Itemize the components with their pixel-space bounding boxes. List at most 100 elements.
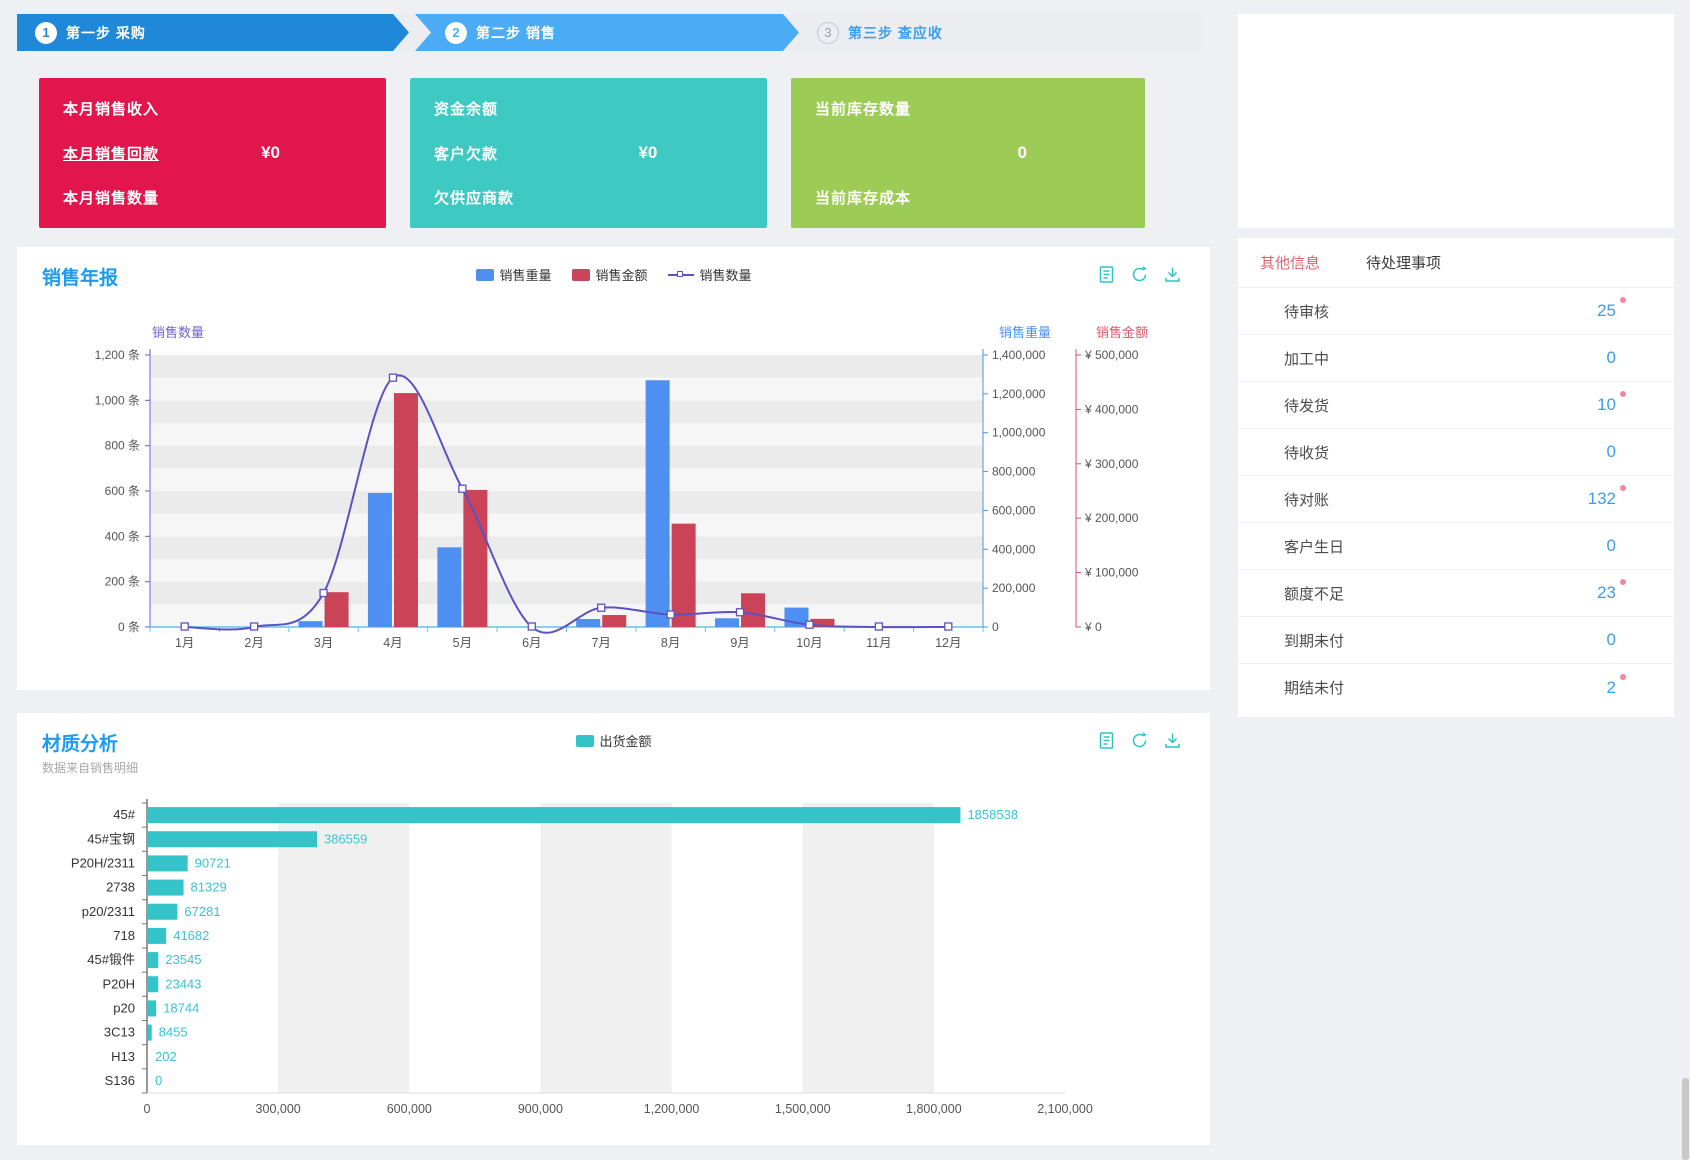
annual-report-card: 销售年报 销售重量 销售金额 销售数量 销售数量 销售重量 销售金额 0 条 200 条… <box>17 247 1210 690</box>
amount-bar-8月[interactable] <box>671 523 696 627</box>
weight-bar-3月[interactable] <box>298 621 323 627</box>
alert-dot <box>1620 297 1626 303</box>
panel-row-0[interactable]: 待审核 25 <box>1238 288 1674 335</box>
report-icon[interactable] <box>1097 731 1116 750</box>
count-marker-6月[interactable] <box>527 622 536 631</box>
material-analysis-title: 材质分析 <box>42 734 119 755</box>
weight-bar-4月[interactable] <box>367 492 392 627</box>
count-marker-2月[interactable] <box>249 622 259 631</box>
funds-card[interactable]: 资金余额 客户欠款 欠供应商款 ¥0 <box>410 78 767 228</box>
panel-row-5[interactable]: 客户生日 0 <box>1238 523 1674 570</box>
legend-item-shipment[interactable]: 出货金额 <box>575 731 652 750</box>
amount-bar-3月[interactable] <box>324 592 349 627</box>
panel-row-1[interactable]: 加工中 0 <box>1238 335 1674 382</box>
vertical-scrollbar-thumb[interactable] <box>1682 1078 1689 1160</box>
weight-bar-7月[interactable] <box>576 619 601 627</box>
step-2-label: 第二步 销售 <box>476 24 556 41</box>
tab-other-info[interactable]: 其他信息 <box>1260 255 1321 272</box>
svg-text:7月: 7月 <box>591 636 610 650</box>
svg-text:¥ 100,000: ¥ 100,000 <box>1084 566 1139 580</box>
svg-text:¥ 300,000: ¥ 300,000 <box>1084 457 1139 471</box>
count-marker-1月[interactable] <box>180 622 189 631</box>
amount-bar-7月[interactable] <box>602 615 627 627</box>
count-marker-11月[interactable] <box>874 622 884 631</box>
annual-legend: 销售重量 销售金额 销售数量 <box>475 265 752 284</box>
amount-bar-10月[interactable] <box>810 618 835 627</box>
shipment-bar-P20H/2311[interactable] <box>148 855 188 872</box>
inventory-cost-label: 当前库存成本 <box>815 190 912 207</box>
shipment-bar-45#[interactable] <box>148 807 961 824</box>
shipment-bar-718[interactable] <box>148 927 167 944</box>
report-icon[interactable] <box>1097 265 1116 284</box>
svg-text:2月: 2月 <box>244 636 263 650</box>
refresh-icon[interactable] <box>1130 731 1149 750</box>
step-1-label: 第一步 采购 <box>66 24 146 41</box>
panel-row-count: 0 <box>1606 630 1616 649</box>
svg-text:¥ 0: ¥ 0 <box>1084 620 1102 634</box>
count-marker-10月[interactable] <box>805 620 814 629</box>
panel-row-label: 待收货 <box>1284 444 1330 462</box>
legend-item-amount[interactable]: 销售金额 <box>571 265 648 284</box>
legend-item-weight[interactable]: 销售重量 <box>475 265 551 284</box>
panel-row-6[interactable]: 额度不足 23 <box>1238 570 1674 617</box>
svg-text:1858538: 1858538 <box>967 807 1018 822</box>
shipment-bar-2738[interactable] <box>148 879 184 896</box>
step-1-purchase[interactable]: 1 第一步 采购 <box>17 14 409 51</box>
inventory-card[interactable]: 当前库存数量 当前库存成本 0 <box>791 78 1145 228</box>
svg-text:1月: 1月 <box>175 636 194 650</box>
shipment-bar-45#宝钢[interactable] <box>148 831 317 848</box>
svg-text:600,000: 600,000 <box>387 1102 432 1116</box>
svg-text:销售数量: 销售数量 <box>152 325 204 340</box>
download-icon[interactable] <box>1163 731 1182 750</box>
panel-row-3[interactable]: 待收货 0 <box>1238 429 1674 476</box>
svg-text:¥ 400,000: ¥ 400,000 <box>1084 402 1139 416</box>
shipment-bar-P20H[interactable] <box>148 976 159 993</box>
monthly-sales-card[interactable]: 本月销售收入 本月销售回款 本月销售数量 ¥0 <box>39 78 386 228</box>
amount-bar-9月[interactable] <box>741 593 766 627</box>
shipment-bar-p20/2311[interactable] <box>148 903 178 920</box>
inventory-quantity-label: 当前库存数量 <box>815 101 912 118</box>
svg-text:2,100,000: 2,100,000 <box>1037 1102 1093 1116</box>
step-2-sales[interactable]: 2 第二步 销售 <box>415 14 799 51</box>
svg-text:0 条: 0 条 <box>118 620 140 634</box>
svg-text:1,800,000: 1,800,000 <box>906 1102 962 1116</box>
weight-bar-9月[interactable] <box>715 618 740 627</box>
amount-bar-4月[interactable] <box>393 393 418 627</box>
svg-text:1,500,000: 1,500,000 <box>775 1102 831 1116</box>
sales-quantity-label: 本月销售数量 <box>63 190 160 207</box>
step-3-receivables[interactable]: 3 第三步 查应收 <box>817 14 943 51</box>
count-marker-5月[interactable] <box>458 484 467 493</box>
count-marker-9月[interactable] <box>735 608 745 617</box>
weight-bar-5月[interactable] <box>437 547 462 627</box>
legend-item-count[interactable]: 销售数量 <box>667 265 752 284</box>
panel-row-7[interactable]: 到期未付 0 <box>1238 617 1674 664</box>
panel-row-4[interactable]: 待对账 132 <box>1238 476 1674 523</box>
count-marker-3月[interactable] <box>319 588 328 598</box>
panel-row-8[interactable]: 期结未付 2 <box>1238 664 1674 711</box>
amount-bar-5月[interactable] <box>463 489 488 627</box>
panel-row-2[interactable]: 待发货 10 <box>1238 382 1674 429</box>
svg-text:0: 0 <box>155 1073 162 1088</box>
panel-row-label: 待对账 <box>1284 491 1330 509</box>
count-marker-12月[interactable] <box>944 622 953 631</box>
step-3-number: 3 <box>817 21 839 44</box>
count-marker-7月[interactable] <box>597 603 606 612</box>
svg-text:2738: 2738 <box>106 880 135 895</box>
weight-bars <box>298 380 809 627</box>
svg-text:H13: H13 <box>111 1049 135 1064</box>
shipment-bar-3C13[interactable] <box>148 1024 152 1041</box>
weight-bar-8月[interactable] <box>645 380 670 627</box>
sales-return-link[interactable]: 本月销售回款 <box>63 145 160 163</box>
refresh-icon[interactable] <box>1130 265 1149 284</box>
amount-swatch <box>571 268 590 281</box>
svg-text:718: 718 <box>113 928 135 943</box>
shipment-bar-p20[interactable] <box>148 1000 157 1017</box>
count-marker-8月[interactable] <box>666 610 675 619</box>
svg-text:3C13: 3C13 <box>104 1025 135 1040</box>
download-icon[interactable] <box>1163 265 1182 284</box>
shipment-bar-45#锻件[interactable] <box>148 952 159 969</box>
count-marker-4月[interactable] <box>388 373 398 382</box>
svg-text:4月: 4月 <box>383 636 402 650</box>
sales-income-label: 本月销售收入 <box>63 101 160 118</box>
tab-pending-items[interactable]: 待处理事项 <box>1366 255 1442 272</box>
